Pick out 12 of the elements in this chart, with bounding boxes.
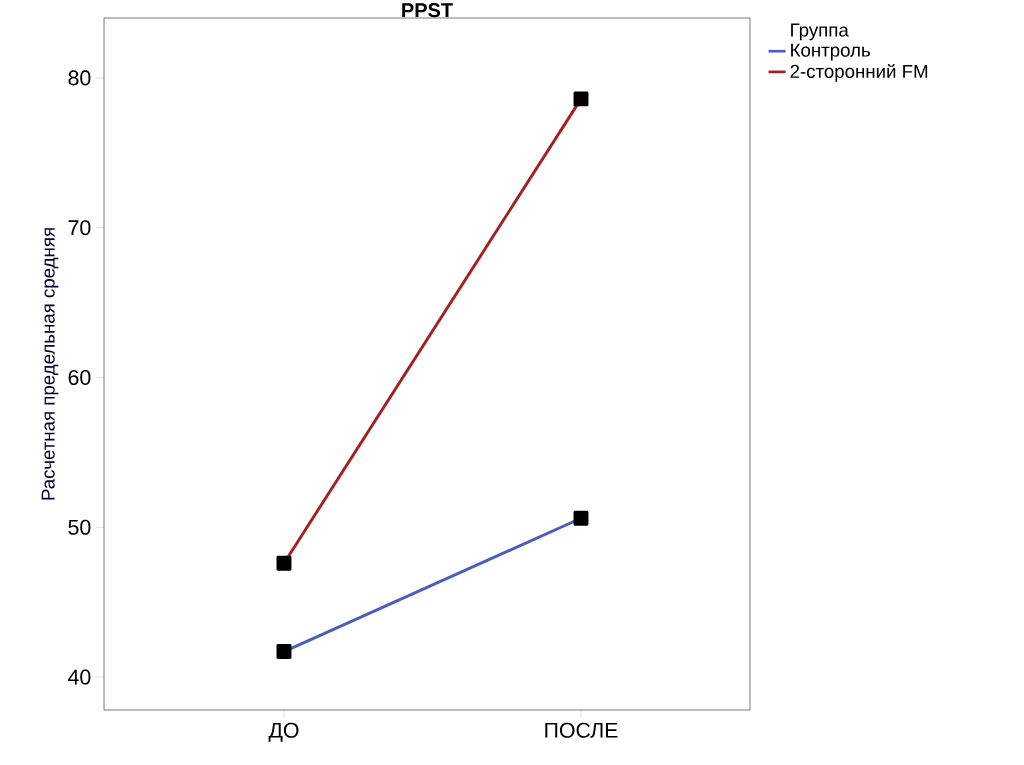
y-axis-title: Расчетная предельная средняя xyxy=(41,228,59,500)
x-tick-label: ПОСЛЕ xyxy=(545,722,618,738)
y-tick-label: 60 xyxy=(68,369,91,386)
legend-title: Группа xyxy=(791,23,849,41)
legend-label: Контроль xyxy=(791,43,870,61)
y-tick-label: 70 xyxy=(68,220,91,236)
chart-title: PPST xyxy=(402,3,453,18)
y-tick-label: 40 xyxy=(68,669,91,685)
y-tick-label: 80 xyxy=(68,70,91,86)
y-tick-label: 50 xyxy=(68,519,91,535)
x-tick-label: ДО xyxy=(268,722,299,742)
legend-label: 2-сторонний FM xyxy=(790,63,928,82)
